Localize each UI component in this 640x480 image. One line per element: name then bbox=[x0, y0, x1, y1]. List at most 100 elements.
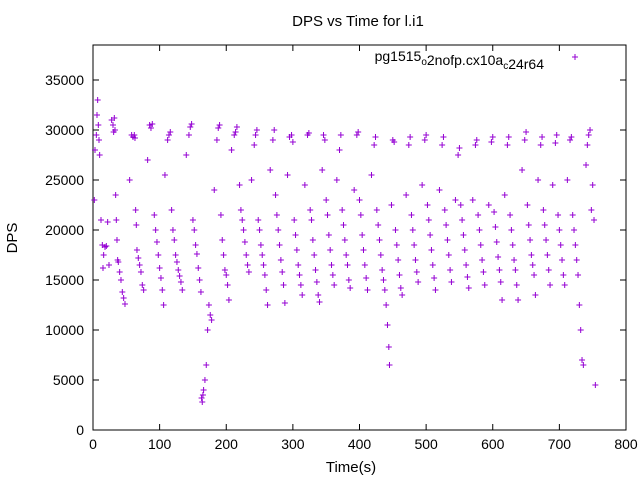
data-point bbox=[208, 317, 215, 323]
data-point bbox=[573, 257, 580, 263]
data-point bbox=[140, 287, 147, 293]
data-point bbox=[309, 237, 316, 243]
data-point bbox=[308, 217, 315, 223]
data-point bbox=[388, 202, 395, 208]
data-point bbox=[397, 285, 404, 291]
data-point bbox=[93, 112, 100, 118]
data-point bbox=[323, 197, 330, 203]
y-tick-label: 20000 bbox=[45, 222, 84, 238]
data-point bbox=[561, 282, 568, 288]
data-point bbox=[372, 134, 379, 140]
data-point bbox=[475, 212, 482, 218]
data-point bbox=[221, 267, 228, 273]
data-point bbox=[412, 257, 419, 263]
data-point bbox=[592, 382, 599, 388]
data-point bbox=[588, 207, 595, 213]
data-point bbox=[571, 227, 578, 233]
data-point bbox=[305, 130, 312, 136]
data-point bbox=[133, 222, 140, 228]
data-point bbox=[409, 227, 416, 233]
data-point bbox=[320, 132, 327, 138]
data-point bbox=[395, 257, 402, 263]
data-point bbox=[271, 127, 278, 133]
data-point bbox=[292, 232, 299, 238]
data-point bbox=[375, 222, 382, 228]
data-point bbox=[421, 137, 428, 143]
data-point bbox=[491, 209, 498, 215]
data-point bbox=[440, 134, 447, 140]
data-point bbox=[469, 197, 476, 203]
data-point bbox=[192, 242, 199, 248]
data-point bbox=[492, 224, 499, 230]
data-point bbox=[223, 272, 230, 278]
x-axis: 0 100 200 300 400 500 600 700 800 bbox=[89, 45, 638, 452]
data-point bbox=[263, 287, 270, 293]
data-point bbox=[183, 152, 190, 158]
data-point bbox=[257, 242, 264, 248]
data-point bbox=[340, 222, 347, 228]
data-point bbox=[461, 247, 468, 253]
data-point bbox=[555, 212, 562, 218]
data-point bbox=[456, 145, 463, 151]
data-point bbox=[109, 122, 116, 128]
data-point bbox=[339, 207, 346, 213]
data-point bbox=[432, 287, 439, 293]
x-tick-label: 100 bbox=[148, 436, 172, 452]
data-point bbox=[441, 207, 448, 213]
data-point bbox=[413, 269, 420, 275]
x-tick-label: 300 bbox=[281, 436, 305, 452]
data-point bbox=[288, 132, 295, 138]
data-point bbox=[384, 322, 391, 328]
data-point bbox=[316, 299, 323, 305]
data-point bbox=[527, 237, 534, 243]
x-tick-label: 700 bbox=[548, 436, 572, 452]
data-point bbox=[191, 227, 198, 233]
data-point bbox=[232, 129, 239, 135]
data-point bbox=[199, 399, 206, 405]
data-point bbox=[328, 262, 335, 268]
data-point bbox=[276, 242, 283, 248]
y-axis: 0 5000 10000 15000 20000 25000 30000 35000 bbox=[45, 72, 626, 438]
data-point bbox=[452, 197, 459, 203]
data-point bbox=[539, 134, 546, 140]
data-point bbox=[564, 177, 571, 183]
data-point bbox=[439, 142, 446, 148]
data-point bbox=[197, 289, 204, 295]
data-point bbox=[463, 262, 470, 268]
data-point bbox=[393, 242, 400, 248]
data-point bbox=[91, 197, 98, 203]
data-point bbox=[256, 227, 263, 233]
data-point bbox=[269, 137, 276, 143]
data-point bbox=[252, 132, 259, 138]
data-point bbox=[408, 212, 415, 218]
data-point bbox=[281, 300, 288, 306]
data-point bbox=[591, 217, 598, 223]
data-point bbox=[455, 152, 462, 158]
data-point bbox=[296, 272, 303, 278]
data-point bbox=[105, 262, 112, 268]
data-point bbox=[532, 292, 539, 298]
data-point bbox=[575, 272, 582, 278]
data-point bbox=[396, 272, 403, 278]
data-point bbox=[253, 127, 260, 133]
data-point bbox=[147, 125, 154, 131]
data-point bbox=[512, 267, 519, 273]
data-point bbox=[185, 132, 192, 138]
data-point bbox=[101, 244, 108, 250]
legend-entry-label: pg1515o2nofp.cx10ac24r64 bbox=[375, 48, 545, 72]
data-point bbox=[567, 137, 574, 143]
data-point bbox=[379, 267, 386, 273]
data-point bbox=[155, 252, 162, 258]
data-point bbox=[325, 232, 332, 238]
x-tick-label: 600 bbox=[481, 436, 505, 452]
series-points bbox=[91, 97, 599, 405]
data-point bbox=[368, 172, 375, 178]
data-point bbox=[159, 287, 166, 293]
data-point bbox=[386, 362, 393, 368]
data-point bbox=[557, 242, 564, 248]
data-point bbox=[427, 232, 434, 238]
data-point bbox=[333, 177, 340, 183]
y-tick-label: 0 bbox=[76, 422, 84, 438]
data-point bbox=[572, 242, 579, 248]
